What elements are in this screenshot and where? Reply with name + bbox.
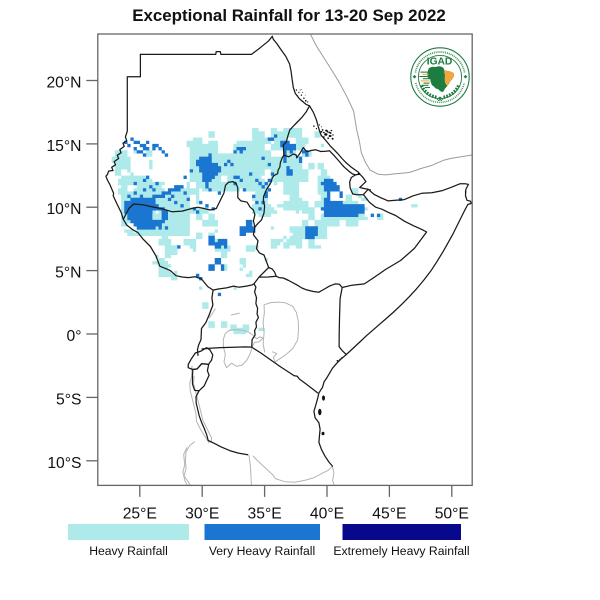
svg-text:IGAD: IGAD — [427, 56, 452, 67]
svg-text:10°N: 10°N — [46, 201, 81, 218]
svg-text:45°E: 45°E — [372, 506, 406, 523]
svg-text:10°S: 10°S — [47, 455, 81, 472]
svg-text:15°N: 15°N — [46, 138, 81, 155]
svg-text:5°S: 5°S — [56, 391, 81, 408]
svg-text:40°E: 40°E — [310, 506, 344, 523]
svg-text:Heavy Rainfall: Heavy Rainfall — [89, 544, 168, 558]
svg-text:5°N: 5°N — [55, 265, 81, 282]
svg-text:50°E: 50°E — [435, 506, 469, 523]
svg-text:Extremely Heavy Rainfall: Extremely Heavy Rainfall — [333, 544, 469, 558]
svg-text:30°E: 30°E — [185, 506, 219, 523]
svg-text:Very Heavy Rainfall: Very Heavy Rainfall — [209, 544, 315, 558]
svg-text:Exceptional Rainfall for 13-20: Exceptional Rainfall for 13-20 Sep 2022 — [132, 6, 446, 25]
svg-text:35°E: 35°E — [248, 506, 282, 523]
svg-text:0°: 0° — [67, 328, 82, 345]
svg-text:25°E: 25°E — [123, 506, 157, 523]
svg-text:20°N: 20°N — [46, 75, 81, 92]
